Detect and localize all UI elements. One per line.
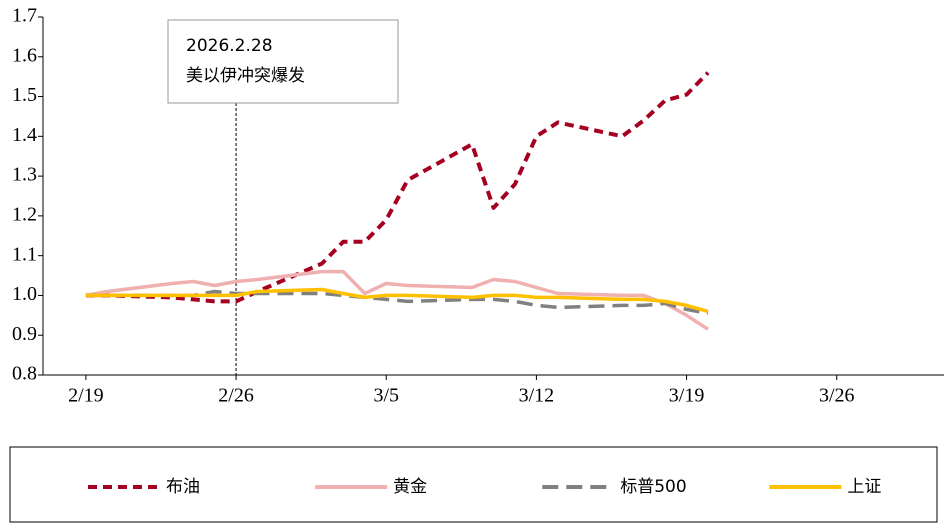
legend-label: 布油: [166, 477, 200, 497]
y-tick-label: 0.9: [12, 323, 37, 345]
y-tick-label: 1.1: [12, 243, 37, 265]
y-tick-label: 1.2: [12, 203, 37, 225]
annotation-text: 美以伊冲突爆发: [186, 66, 305, 86]
x-tick-label: 3/12: [519, 385, 555, 407]
x-tick-label: 2/26: [218, 385, 254, 407]
y-tick-label: 1.6: [12, 44, 37, 66]
series-line: [85, 269, 709, 331]
legend-label: 黄金: [393, 477, 427, 497]
y-tick-label: 1.4: [12, 124, 37, 146]
annotation-text: 2026.2.28: [186, 36, 273, 56]
x-tick-label: 3/5: [373, 385, 399, 407]
y-tick-label: 1.5: [12, 84, 37, 106]
legend-box: [9, 446, 938, 523]
series-line: [85, 287, 709, 314]
y-tick-label: 1.3: [12, 164, 37, 186]
legend-label: 标普500: [620, 477, 686, 497]
x-tick-label: 3/19: [669, 385, 705, 407]
y-tick-label: 0.8: [12, 363, 37, 385]
x-tick-label: 3/26: [819, 385, 855, 407]
legend-label: 上证: [847, 477, 881, 497]
y-tick-label: 1.0: [12, 283, 37, 305]
annotation-box: [167, 19, 399, 104]
y-tick-label: 1.7: [12, 5, 37, 27]
series-line: [85, 71, 710, 304]
x-tick-label: 2/19: [68, 385, 104, 407]
